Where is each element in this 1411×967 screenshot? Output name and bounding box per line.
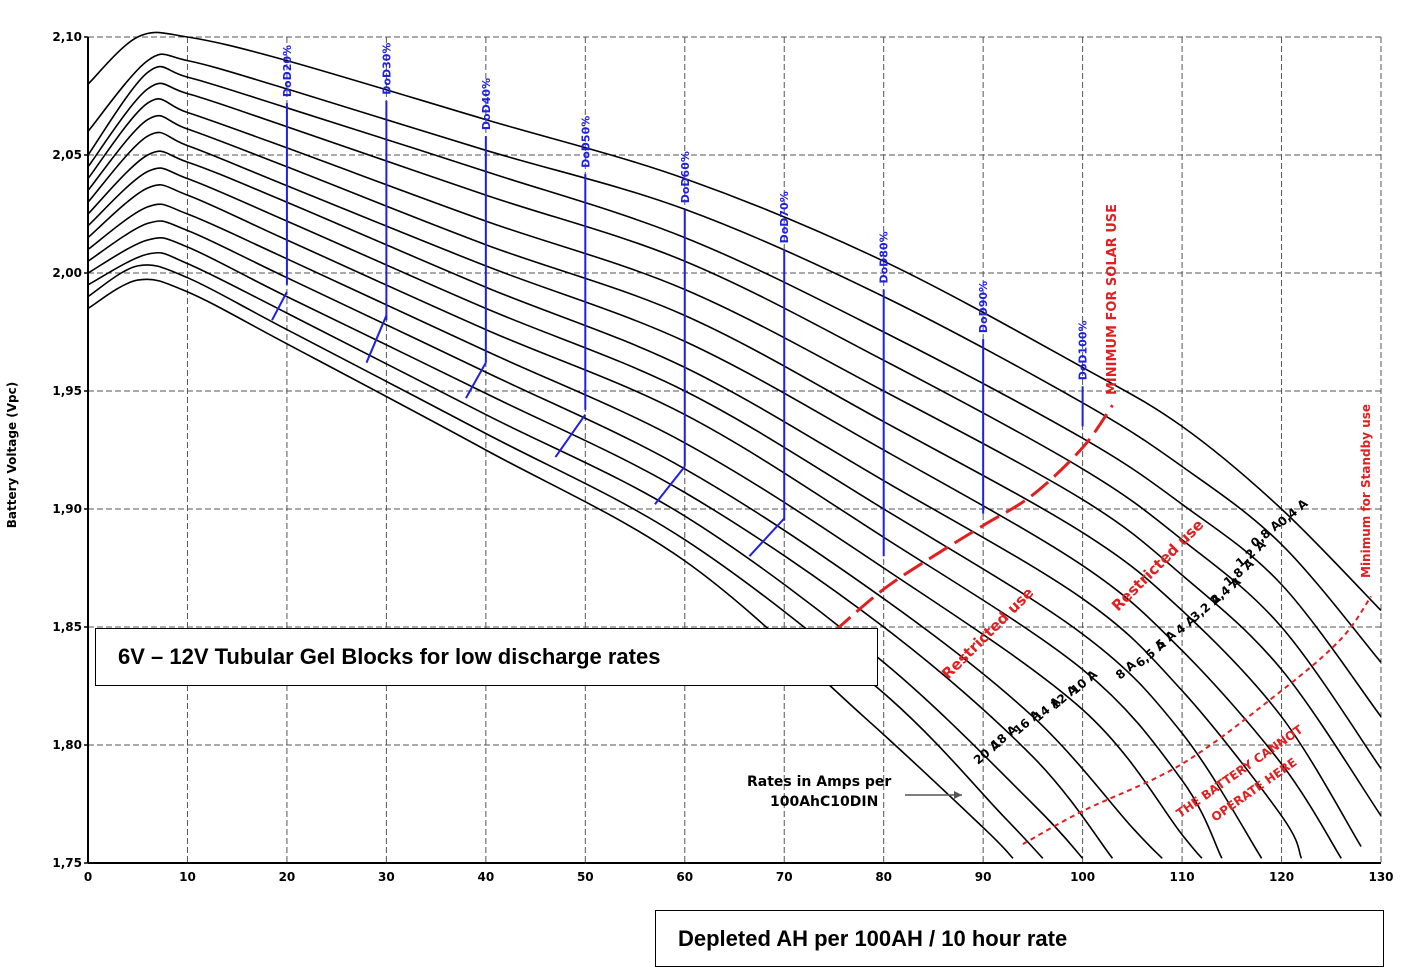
dod-markers: DoD20% DoD30% DoD40% DoD50% DoD60% DoD70% DoD8…: [271, 43, 1090, 557]
x-tick-label: 90: [975, 870, 992, 884]
dod-label: DoD70%: [778, 191, 791, 243]
x-tick-label: 130: [1368, 870, 1393, 884]
x-tick-label: 70: [776, 870, 793, 884]
x-tick-label: 30: [378, 870, 395, 884]
x-tick-label: 0: [84, 870, 92, 884]
y-tick-label: 1,85: [52, 620, 82, 634]
curve-6-5-a: [87, 167, 1263, 859]
y-tick-label: 1,95: [52, 384, 82, 398]
rates-note-arrowhead: [954, 791, 962, 799]
y-tick-label: 1,75: [52, 856, 82, 870]
dod-tick: [271, 291, 288, 321]
x-tick-label: 80: [875, 870, 892, 884]
dod-tick: [554, 414, 587, 458]
chart-title: 6V – 12V Tubular Gel Blocks for low disc…: [95, 628, 878, 686]
restricted-use-label-2: Restricted use: [1108, 516, 1207, 615]
x-tick-label: 100: [1070, 870, 1095, 884]
curve-3-2-a: [87, 114, 1362, 847]
x-tick-label: 40: [477, 870, 494, 884]
curve-10-a: [87, 203, 1203, 859]
axes: 0 10 20 30 40 50 60 70 80 90 100 110 120 130 1,75 1,80 1…: [52, 30, 1393, 884]
curve-8-a: [87, 184, 1223, 859]
dod-label: DoD60%: [679, 151, 692, 203]
dod-label: DoD80%: [878, 231, 891, 283]
x-tick-label: 60: [676, 870, 693, 884]
curve-2-4-a: [87, 98, 1382, 817]
curve-4-a: [87, 131, 1342, 859]
curve-16-a: [87, 251, 1084, 859]
x-tick-label: 120: [1269, 870, 1294, 884]
dod-label: DoD100%: [1077, 320, 1090, 380]
dod-label: DoD50%: [579, 116, 592, 168]
curve-0-4-a: [87, 31, 1382, 612]
standby-limit-line: [1022, 595, 1372, 845]
dod-label: DoD30%: [380, 43, 393, 95]
y-tick-label: 1,80: [52, 738, 82, 752]
curve-12-a: [87, 220, 1163, 859]
restricted-use-label-1: Restricted use: [938, 584, 1037, 683]
chart-labels: Battery Voltage (Vpc) MINIMUM FOR SOLAR …: [5, 204, 1373, 824]
dod-tick: [654, 465, 686, 505]
dod-tick: [365, 315, 388, 364]
x-tick-label: 110: [1170, 870, 1195, 884]
y-axis-label: Battery Voltage (Vpc): [5, 382, 19, 528]
dod-tick: [465, 362, 487, 399]
curve-0-8-a: [87, 53, 1382, 663]
dod-label: DoD90%: [977, 281, 990, 333]
limit-lines: [833, 404, 1372, 845]
y-tick-label: 1,90: [52, 502, 82, 516]
discharge-curves: 0,4 A0,8 A1,2 A1,8 A2,4 A3,2 A4 A5 A6,5 …: [87, 31, 1382, 859]
curve-18-a: [87, 264, 1044, 859]
rates-note-line-1: Rates in Amps per: [747, 774, 891, 790]
dod-label: DoD40%: [480, 78, 493, 130]
dod-tick: [748, 517, 785, 557]
dod-label: DoD20%: [281, 45, 294, 97]
y-tick-label: 2,05: [52, 148, 82, 162]
rates-note-line-2: 100AhC10DIN: [770, 794, 878, 810]
solar-limit-line: [833, 404, 1114, 633]
y-tick-label: 2,00: [52, 266, 82, 280]
solar-min-label: MINIMUM FOR SOLAR USE: [1105, 204, 1120, 395]
y-tick-label: 2,10: [52, 30, 82, 44]
x-tick-label: 50: [577, 870, 594, 884]
curve-20-a: [87, 278, 1014, 859]
standby-min-label: Minimum for Standby use: [1359, 404, 1373, 578]
curve-1-8-a: [87, 82, 1382, 770]
curve-1-2-a: [87, 65, 1382, 718]
x-axis-label: Depleted AH per 100AH / 10 hour rate: [655, 910, 1384, 967]
x-tick-label: 20: [279, 870, 296, 884]
x-tick-label: 10: [179, 870, 196, 884]
curve-5-a: [87, 150, 1303, 859]
